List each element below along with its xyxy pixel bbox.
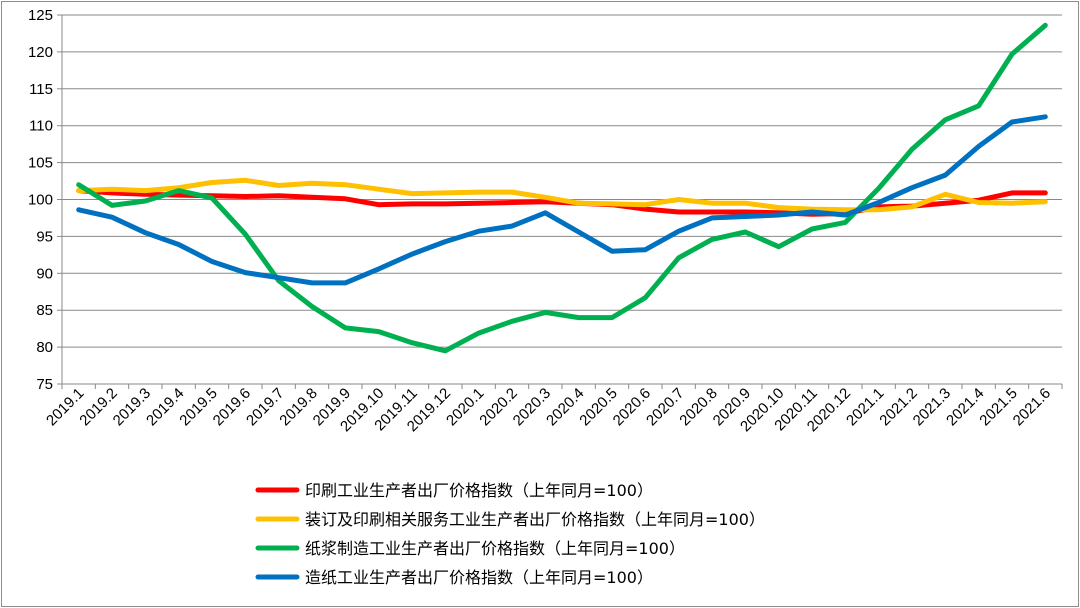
x-axis-ticks: 2019.12019.22019.32019.42019.52019.62019… — [43, 385, 1054, 435]
y-tick-label: 120 — [28, 44, 53, 61]
y-tick-label: 85 — [36, 302, 53, 319]
legend-label: 纸浆制造工业生产者出厂价格指数（上年同月=100） — [305, 539, 685, 558]
y-tick-label: 100 — [28, 192, 53, 209]
y-tick-label: 80 — [36, 339, 53, 356]
y-tick-label: 95 — [36, 228, 53, 245]
legend-label: 装订及印刷相关服务工业生产者出厂价格指数（上年同月=100） — [305, 510, 765, 529]
series-line-3 — [76, 22, 1048, 354]
legend-label: 印刷工业生产者出厂价格指数（上年同月=100） — [305, 481, 653, 500]
y-tick-label: 115 — [29, 81, 53, 98]
series-lines — [76, 22, 1048, 354]
legend-label: 造纸工业生产者出厂价格指数（上年同月=100） — [305, 568, 653, 587]
grid-lines — [62, 14, 1062, 348]
x-tick-label: 2021.6 — [1010, 385, 1054, 429]
y-tick-label: 125 — [28, 7, 53, 24]
y-tick-label: 75 — [36, 376, 53, 393]
y-tick-label: 110 — [29, 118, 53, 135]
y-tick-label: 105 — [28, 155, 53, 172]
y-tick-label: 90 — [36, 265, 53, 282]
series-line-4 — [76, 114, 1048, 286]
y-axis-ticks: 75 80 85 90 95 100 105 110 115 120 125 — [28, 7, 53, 393]
series-line-2 — [76, 177, 1048, 213]
legend: 印刷工业生产者出厂价格指数（上年同月=100） 装订及印刷相关服务工业生产者出厂价… — [255, 481, 765, 587]
axes — [57, 14, 1063, 389]
